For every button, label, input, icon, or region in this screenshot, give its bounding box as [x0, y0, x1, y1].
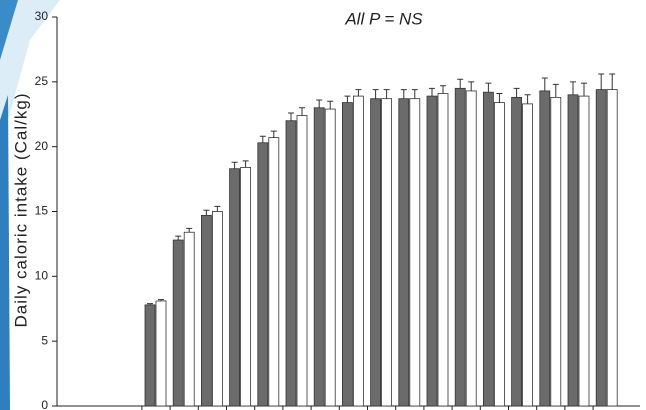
chart-title: All P = NS: [344, 9, 423, 28]
bar: [173, 240, 183, 406]
y-axis-label: Daily caloric intake (Cal/kg): [11, 93, 30, 328]
bar: [596, 90, 606, 406]
bar: [201, 215, 211, 406]
bar: [607, 90, 617, 406]
bar: [184, 232, 194, 406]
bar: [399, 99, 409, 406]
bar: [455, 88, 465, 406]
y-tick-label: 15: [35, 204, 49, 218]
bar: [325, 109, 335, 406]
bar: [540, 91, 550, 406]
bar: [579, 96, 589, 406]
bar: [494, 103, 504, 406]
y-tick-label: 10: [35, 269, 49, 283]
bar: [551, 97, 561, 406]
bar: [230, 169, 240, 406]
y-tick-label: 20: [35, 139, 49, 153]
bar: [466, 91, 476, 406]
bar: [269, 138, 279, 406]
bar: [371, 99, 381, 406]
bar: [286, 121, 296, 406]
bar: [258, 143, 268, 406]
bar: [156, 301, 166, 406]
y-tick-label: 0: [41, 398, 48, 410]
bar: [145, 305, 155, 406]
bar: [483, 92, 493, 406]
bar: [314, 108, 324, 406]
bar: [523, 104, 533, 406]
bar: [427, 96, 437, 406]
bar: [568, 95, 578, 406]
bar: [353, 96, 363, 406]
bar: [438, 94, 448, 406]
bar: [342, 103, 352, 406]
bar: [241, 167, 251, 406]
bar: [382, 99, 392, 406]
chart: All P = NS Daily caloric intake (Cal/kg)…: [0, 0, 646, 410]
bar: [212, 212, 222, 407]
bar: [410, 99, 420, 406]
y-tick-label: 30: [35, 9, 49, 23]
y-tick-label: 5: [41, 333, 48, 347]
bar: [297, 116, 307, 406]
bar: [512, 97, 522, 406]
y-tick-label: 25: [35, 74, 49, 88]
